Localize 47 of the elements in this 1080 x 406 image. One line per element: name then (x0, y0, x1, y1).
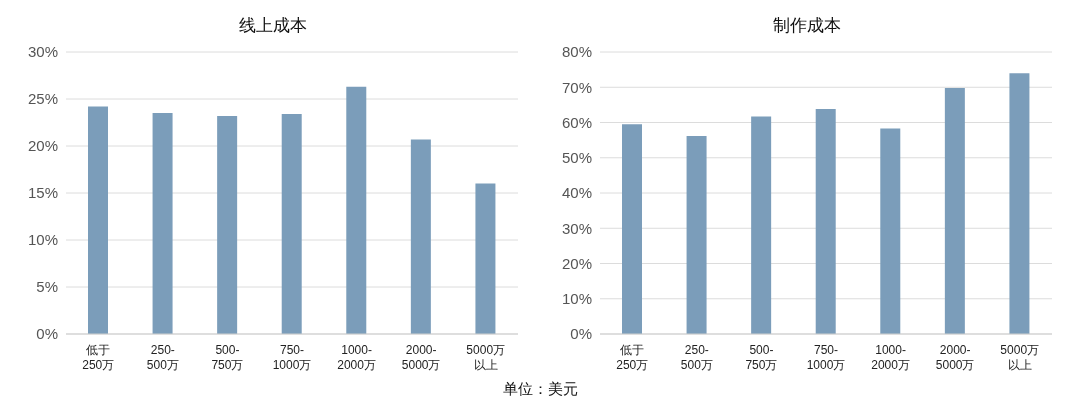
x-tick-label: 250- 500万 (680, 343, 713, 372)
bar (622, 124, 642, 334)
x-tick-label: 750- 1000万 (272, 343, 312, 372)
x-tick-label: 5000万以上 (1000, 343, 1040, 372)
bar (815, 109, 836, 334)
x-tick-label: 低于 250万 (616, 343, 649, 372)
x-tick-label: 5000万以上 (466, 343, 506, 372)
y-tick-label: 5% (36, 278, 58, 296)
y-tick-label: 25% (27, 90, 58, 108)
x-tick-label: 2000- 5000万 (935, 343, 975, 372)
chart-title: 线上成本 (238, 15, 308, 37)
bar (751, 116, 772, 334)
bar (217, 115, 238, 334)
y-tick-label: 10% (27, 231, 58, 249)
y-tick-label: 40% (561, 184, 592, 202)
y-tick-label: 70% (561, 78, 592, 96)
bar (281, 114, 302, 334)
x-tick-label: 750- 1000万 (806, 343, 846, 372)
y-tick-label: 50% (561, 149, 592, 167)
y-tick-label: 30% (561, 219, 592, 237)
bar (475, 183, 496, 334)
bar (346, 86, 367, 334)
bar (944, 87, 965, 334)
bar (152, 113, 173, 334)
y-tick-label: 0% (36, 325, 58, 343)
text: 单位：美元 (501, 380, 579, 399)
x-tick-label: 500- 750万 (211, 343, 244, 372)
y-tick-label: 0% (570, 325, 592, 343)
y-tick-label: 20% (27, 137, 58, 155)
y-tick-label: 30% (27, 43, 58, 61)
bar (1009, 73, 1030, 334)
x-tick-label: 500- 750万 (745, 343, 778, 372)
y-tick-label: 20% (561, 254, 592, 272)
chart-title: 制作成本 (772, 15, 842, 37)
bar (88, 106, 108, 334)
y-tick-label: 10% (561, 290, 592, 308)
bar (880, 128, 901, 334)
x-tick-label: 250- 500万 (146, 343, 179, 372)
bar (410, 139, 431, 334)
y-tick-label: 60% (561, 113, 592, 131)
y-tick-label: 15% (27, 184, 58, 202)
y-tick-label: 80% (561, 43, 592, 61)
x-tick-label: 1000- 2000万 (337, 343, 376, 372)
bar (686, 135, 707, 334)
x-tick-label: 2000- 5000万 (401, 343, 441, 372)
x-tick-label: 1000- 2000万 (871, 343, 910, 372)
x-tick-label: 低于 250万 (82, 343, 115, 372)
